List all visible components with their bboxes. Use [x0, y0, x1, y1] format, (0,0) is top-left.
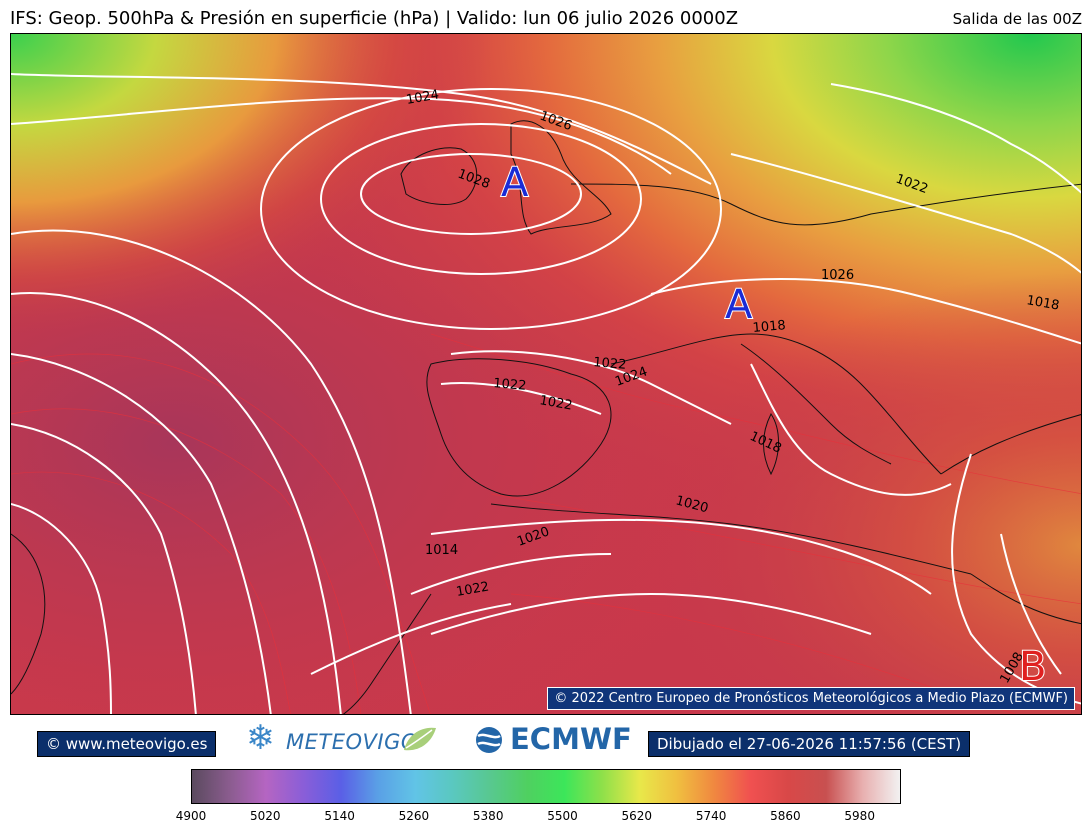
svg-text:1018: 1018	[752, 318, 786, 336]
isobars	[11, 73, 1081, 714]
meteovigo-logo: ❄ METEOVIGO	[246, 718, 446, 762]
svg-text:1018: 1018	[1025, 293, 1060, 314]
isobar-label: 1022	[493, 376, 527, 394]
isobar-label: 1022	[538, 393, 573, 414]
leaf-icon	[404, 727, 436, 751]
svg-text:1022: 1022	[593, 355, 627, 373]
colorbar-tick-label: 5860	[770, 809, 801, 823]
map-title: IFS: Geop. 500hPa & Presión en superfici…	[10, 8, 739, 29]
drawn-timestamp: Dibujado el 27-06-2026 11:57:56 (CEST)	[648, 731, 971, 757]
isobar-label: 1018	[752, 318, 786, 336]
colorbar-gradient	[191, 769, 901, 804]
run-label: Salida de las 00Z	[952, 10, 1082, 28]
meteovigo-logo-text: METEOVIGO	[286, 730, 418, 754]
colorbar-tick-label: 5380	[472, 809, 504, 823]
colorbar-tick-label: 5140	[324, 809, 355, 823]
pressure-centres: A A B	[500, 159, 1047, 691]
isobar-label: 1026	[821, 268, 854, 283]
svg-text:1022: 1022	[455, 579, 490, 600]
website-badge[interactable]: © www.meteovigo.es	[37, 731, 217, 757]
low-pressure-label: B	[1019, 644, 1046, 690]
colorbar-tick-label: 5020	[250, 809, 281, 823]
isobar-label: 1024	[405, 87, 440, 108]
high-pressure-label: A	[501, 160, 529, 206]
svg-text:1022: 1022	[538, 393, 573, 414]
ecmwf-symbol-icon	[476, 727, 502, 753]
svg-text:1014: 1014	[425, 543, 458, 558]
map-canvas: 1024 1026 1028 1022 1026 1018 1018 1022 …	[11, 34, 1081, 714]
colorbar-tick-label: 4900	[175, 809, 207, 823]
svg-text:1024: 1024	[405, 87, 440, 108]
isobar-label: 1022	[455, 579, 490, 600]
colorbar-tick-label: 5260	[398, 809, 430, 823]
ecmwf-logo: ECMWF	[470, 722, 632, 758]
svg-text:1022: 1022	[493, 376, 527, 394]
svg-text:1026: 1026	[821, 268, 854, 283]
colorbar-tick-label: 5980	[844, 809, 875, 823]
high-pressure-label: A	[725, 282, 753, 328]
colorbar-tick-label: 5620	[621, 809, 653, 823]
snowflake-icon: ❄	[246, 718, 275, 758]
colorbar-tick-label: 5500	[547, 809, 578, 823]
colorbar-tick-label: 5740	[695, 809, 727, 823]
weather-map: 1024 1026 1028 1022 1026 1018 1018 1022 …	[10, 33, 1082, 715]
ecmwf-copyright: © 2022 Centro Europeo de Pronósticos Met…	[547, 687, 1075, 710]
isobar-label: 1018	[1025, 293, 1060, 314]
isobar-label: 1014	[425, 543, 458, 558]
ecmwf-logo-text: ECMWF	[510, 722, 632, 756]
coastlines	[11, 120, 1081, 714]
isobar-label: 1022	[593, 355, 627, 373]
colorbar	[191, 769, 901, 804]
